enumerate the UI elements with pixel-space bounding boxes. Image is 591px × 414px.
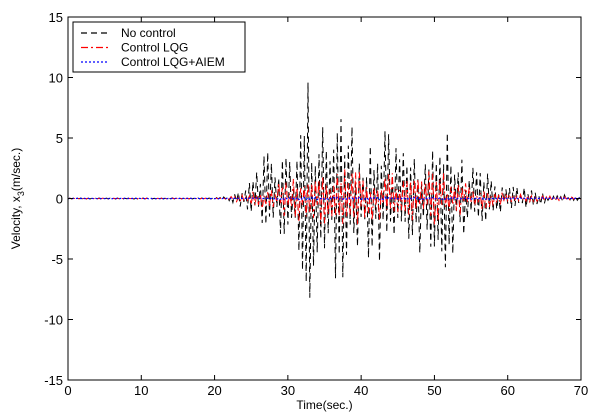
- y-tick-label: -15: [44, 373, 63, 388]
- series-line-no-control: [67, 82, 582, 298]
- x-tick-label: 60: [500, 383, 514, 398]
- x-tick-label: 0: [64, 383, 71, 398]
- y-axis-label: Velocity, x3(m/sec.): [9, 148, 26, 250]
- y-tick-label: 10: [49, 71, 63, 86]
- y-axis-label-main: Velocity, x: [9, 196, 23, 249]
- x-tick-label: 70: [574, 383, 588, 398]
- series-line-control-lqg-aiem: [67, 196, 582, 201]
- tick-layer: 0 10 20 30 40 50 60 70 -15 -10 -5 0 5 10 15: [44, 10, 588, 398]
- y-tick-label: 15: [49, 10, 63, 25]
- legend-entry-no-control: No control: [81, 26, 176, 40]
- series-line-control-lqg: [67, 169, 582, 226]
- y-tick-label: -5: [51, 252, 63, 267]
- legend-label-control-lqg-aiem: Control LQG+AIEM: [121, 55, 225, 69]
- y-tick-label: 5: [56, 131, 63, 146]
- y-axis-label-unit: (m/sec.): [9, 148, 23, 191]
- legend-label-control-lqg: Control LQG: [121, 41, 188, 55]
- x-tick-label: 20: [207, 383, 221, 398]
- x-axis-label: Time(sec.): [296, 398, 352, 412]
- legend-label-no-control: No control: [121, 26, 176, 40]
- series-layer: [67, 82, 582, 298]
- x-tick-label: 40: [354, 383, 368, 398]
- y-axis-label-subscript: 3: [16, 191, 26, 196]
- x-tick-label: 30: [281, 383, 295, 398]
- y-tick-label: -10: [44, 313, 63, 328]
- legend-entry-control-lqg-aiem: Control LQG+AIEM: [81, 55, 225, 69]
- y-tick-label: 0: [56, 192, 63, 207]
- legend-entry-control-lqg: Control LQG: [81, 41, 188, 55]
- x-tick-label: 10: [134, 383, 148, 398]
- x-tick-label: 50: [427, 383, 441, 398]
- legend: No control Control LQG Control LQG+AIEM: [72, 21, 246, 73]
